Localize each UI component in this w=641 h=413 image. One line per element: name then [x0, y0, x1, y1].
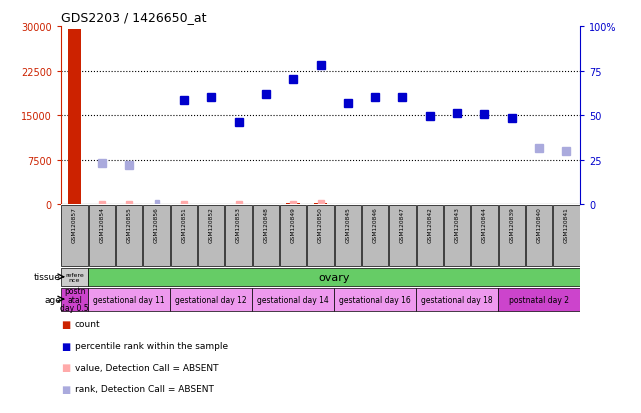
Text: value, Detection Call = ABSENT: value, Detection Call = ABSENT: [75, 363, 219, 372]
Bar: [526, 206, 553, 267]
Text: gestational day 16: gestational day 16: [339, 295, 411, 304]
Text: GSM120839: GSM120839: [510, 207, 514, 242]
Bar: [62, 206, 88, 267]
Bar: [150, 204, 163, 205]
Bar: [532, 204, 546, 205]
Bar: [171, 206, 197, 267]
Bar: [287, 204, 300, 205]
Bar: [144, 206, 170, 267]
Bar: [122, 204, 136, 205]
Bar: [416, 288, 498, 311]
Bar: [226, 206, 252, 267]
Text: GSM120841: GSM120841: [564, 207, 569, 242]
Bar: [116, 206, 142, 267]
Text: GSM120851: GSM120851: [181, 207, 187, 242]
Bar: [231, 204, 246, 205]
Bar: [171, 288, 252, 311]
Text: GSM120855: GSM120855: [127, 207, 131, 242]
Bar: [423, 204, 437, 205]
Text: GSM120852: GSM120852: [209, 207, 213, 242]
Text: rank, Detection Call = ABSENT: rank, Detection Call = ABSENT: [75, 384, 214, 393]
Text: gestational day 11: gestational day 11: [94, 295, 165, 304]
Bar: [204, 204, 218, 205]
Bar: [369, 204, 382, 205]
Bar: [313, 204, 328, 205]
Bar: [280, 206, 306, 267]
Bar: [198, 206, 224, 267]
Bar: [177, 204, 191, 205]
Text: GSM120853: GSM120853: [236, 207, 241, 242]
Text: GSM120849: GSM120849: [290, 207, 296, 242]
Text: GSM120848: GSM120848: [263, 207, 269, 242]
Text: postn
atal
day 0.5: postn atal day 0.5: [60, 287, 89, 312]
Text: ■: ■: [61, 384, 70, 394]
Bar: [252, 288, 334, 311]
Text: GDS2203 / 1426650_at: GDS2203 / 1426650_at: [61, 11, 206, 24]
Text: GSM120844: GSM120844: [482, 207, 487, 242]
Text: GSM120843: GSM120843: [454, 207, 460, 242]
Text: percentile rank within the sample: percentile rank within the sample: [75, 341, 228, 350]
Text: ■: ■: [61, 341, 70, 351]
Bar: [505, 204, 519, 205]
Bar: [253, 206, 279, 267]
Bar: [61, 288, 88, 311]
Bar: [68, 30, 81, 205]
Text: GSM120847: GSM120847: [400, 207, 405, 242]
Bar: [334, 288, 416, 311]
Text: GSM120854: GSM120854: [99, 207, 104, 242]
Bar: [444, 206, 470, 267]
Bar: [395, 204, 410, 205]
Text: postnatal day 2: postnatal day 2: [509, 295, 569, 304]
Bar: [450, 204, 464, 205]
Text: refere
nce: refere nce: [65, 272, 84, 282]
Bar: [417, 206, 443, 267]
Text: age: age: [44, 295, 61, 304]
Bar: [308, 206, 333, 267]
Bar: [499, 206, 525, 267]
Text: GSM120842: GSM120842: [428, 207, 432, 242]
Text: gestational day 12: gestational day 12: [176, 295, 247, 304]
Text: GSM120845: GSM120845: [345, 207, 351, 242]
Text: GSM120856: GSM120856: [154, 207, 159, 242]
Text: GSM120857: GSM120857: [72, 207, 77, 242]
Bar: [95, 204, 109, 205]
Text: GSM120840: GSM120840: [537, 207, 542, 242]
Bar: [335, 206, 361, 267]
Bar: [471, 206, 497, 267]
Text: gestational day 14: gestational day 14: [257, 295, 329, 304]
Bar: [553, 206, 579, 267]
Bar: [61, 268, 88, 286]
Text: GSM120846: GSM120846: [372, 207, 378, 242]
Text: count: count: [75, 320, 101, 329]
Bar: [88, 206, 115, 267]
Bar: [498, 288, 580, 311]
Text: tissue: tissue: [34, 273, 61, 282]
Text: ovary: ovary: [319, 272, 350, 282]
Text: ■: ■: [61, 362, 70, 372]
Bar: [259, 204, 272, 205]
Text: GSM120850: GSM120850: [318, 207, 323, 242]
Bar: [341, 204, 354, 205]
Bar: [88, 288, 171, 311]
Bar: [389, 206, 415, 267]
Bar: [362, 206, 388, 267]
Bar: [560, 204, 573, 205]
Bar: [478, 204, 491, 205]
Text: ■: ■: [61, 319, 70, 329]
Text: gestational day 18: gestational day 18: [421, 295, 493, 304]
